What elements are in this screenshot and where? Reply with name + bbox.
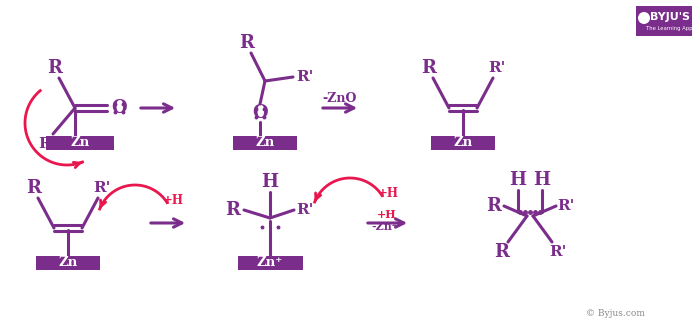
- Bar: [636, 6, 692, 36]
- Bar: [237, 256, 302, 270]
- Text: O: O: [252, 104, 268, 122]
- Text: Zn⁺: Zn⁺: [257, 256, 283, 270]
- Text: R: R: [48, 59, 62, 77]
- Text: R: R: [486, 197, 501, 215]
- Text: +H: +H: [377, 209, 397, 219]
- Text: H: H: [262, 173, 279, 191]
- Text: R': R': [296, 70, 314, 84]
- Text: Zn: Zn: [256, 136, 274, 150]
- Text: R': R': [296, 203, 314, 217]
- Text: H: H: [510, 171, 526, 189]
- Text: R: R: [239, 34, 255, 52]
- Text: -Zn²⁺: -Zn²⁺: [371, 221, 402, 233]
- Text: © Byjus.com: © Byjus.com: [585, 310, 645, 318]
- Bar: [36, 256, 100, 270]
- Bar: [46, 136, 114, 150]
- Text: R: R: [27, 179, 41, 197]
- Text: R: R: [494, 243, 510, 261]
- Text: Zn: Zn: [58, 256, 78, 270]
- Text: O: O: [111, 99, 127, 117]
- Bar: [431, 136, 495, 150]
- Text: R': R': [550, 245, 567, 259]
- Text: Zn: Zn: [454, 136, 473, 150]
- Text: +H: +H: [162, 194, 183, 207]
- Text: R': R': [38, 137, 56, 151]
- Text: R: R: [421, 59, 437, 77]
- Text: R': R': [489, 61, 505, 75]
- Text: The Learning App: The Learning App: [646, 26, 693, 31]
- Text: R': R': [93, 181, 111, 195]
- Text: R: R: [225, 201, 241, 219]
- Text: BYJU'S: BYJU'S: [650, 11, 690, 22]
- Text: -ZnO: -ZnO: [323, 92, 357, 105]
- Text: +H: +H: [377, 187, 398, 200]
- Bar: [233, 136, 297, 150]
- Text: R': R': [557, 199, 575, 213]
- Text: H: H: [533, 171, 550, 189]
- Text: Zn: Zn: [71, 136, 90, 150]
- Circle shape: [638, 12, 650, 24]
